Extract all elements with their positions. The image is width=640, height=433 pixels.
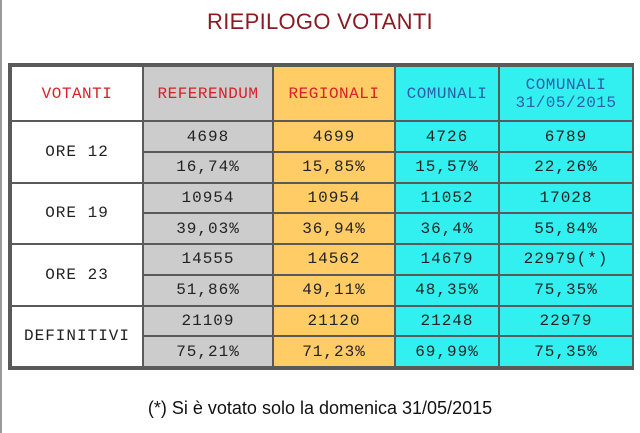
cell-referendum-percent: 16,74% — [142, 150, 274, 184]
cell-referendum-count: 4698 — [142, 120, 274, 153]
header-comunali-2015-line2: 31/05/2015 — [515, 93, 617, 112]
header-votanti: VOTANTI — [10, 64, 144, 123]
table-row: DEFINITIVI 21109 21120 21248 22979 — [10, 304, 634, 368]
cell-comunali-2015-count: 22979(*) — [498, 243, 634, 276]
table-row: ORE 12 4698 4699 4726 6789 — [10, 120, 634, 184]
cell-comunali-count: 14679 — [394, 243, 500, 276]
cell-comunali-2015-percent: 75,35% — [498, 335, 634, 368]
cell-referendum-percent: 39,03% — [142, 212, 274, 246]
cell-referendum-percent: 51,86% — [142, 273, 274, 307]
cell-comunali-2015-count: 22979 — [498, 304, 634, 338]
cell-regionali-count: 21120 — [272, 304, 396, 338]
cell-regionali-count: 4699 — [272, 120, 396, 153]
cell-comunali-percent: 15,57% — [394, 150, 500, 184]
row-label-ore-19: ORE 19 — [10, 181, 144, 246]
table-row: 39,03% 36,94% 36,4% 55,84% — [11, 212, 634, 246]
cell-comunali-2015-count: 6789 — [498, 120, 634, 153]
cell-comunali-2015-count: 17028 — [498, 181, 634, 215]
cell-comunali-percent: 36,4% — [394, 212, 500, 246]
cell-comunali-percent: 48,35% — [394, 273, 500, 307]
header-referendum: REFERENDUM — [142, 64, 274, 123]
cell-referendum-count: 10954 — [142, 181, 274, 215]
cell-comunali-count: 21248 — [394, 304, 500, 338]
row-label-definitivi: DEFINITIVI — [10, 304, 144, 368]
header-regionali: REGIONALI — [272, 64, 396, 123]
header-comunali: COMUNALI — [394, 64, 500, 123]
cell-regionali-percent: 71,23% — [272, 335, 396, 368]
table-row: ORE 19 10954 10954 11052 17028 — [10, 181, 634, 246]
cell-comunali-2015-percent: 22,26% — [498, 150, 634, 184]
cell-referendum-count: 14555 — [142, 243, 274, 276]
cell-regionali-percent: 36,94% — [272, 212, 396, 246]
cell-regionali-percent: 49,11% — [272, 273, 396, 307]
cell-regionali-percent: 15,85% — [272, 150, 396, 184]
footnote: (*) Si è votato solo la domenica 31/05/2… — [147, 398, 493, 418]
cell-comunali-count: 4726 — [394, 120, 500, 153]
cell-comunali-2015-percent: 75,35% — [498, 273, 634, 307]
votanti-summary-table: VOTANTI REFERENDUM REGIONALI COMUNALI CO… — [8, 63, 634, 370]
votes-table: VOTANTI REFERENDUM REGIONALI COMUNALI CO… — [10, 64, 634, 368]
row-label-ore-23: ORE 23 — [10, 243, 144, 307]
header-comunali-2015: COMUNALI 31/05/2015 — [498, 64, 634, 123]
cell-referendum-percent: 75,21% — [142, 335, 274, 368]
table-header-row: VOTANTI REFERENDUM REGIONALI COMUNALI CO… — [10, 64, 634, 123]
table-row: 75,21% 71,23% 69,99% 75,35% — [11, 335, 634, 368]
cell-regionali-count: 14562 — [272, 243, 396, 276]
table-row: ORE 23 14555 14562 14679 22979(*) — [10, 243, 634, 307]
table-row: 16,74% 15,85% 15,57% 22,26% — [11, 150, 634, 184]
cell-comunali-count: 11052 — [394, 181, 500, 215]
cell-comunali-2015-percent: 55,84% — [498, 212, 634, 246]
page-edge — [0, 0, 2, 433]
header-comunali-2015-line1: COMUNALI — [525, 75, 607, 94]
cell-referendum-count: 21109 — [142, 304, 274, 338]
page-title: RIEPILOGO VOTANTI — [207, 9, 433, 34]
cell-regionali-count: 10954 — [272, 181, 396, 215]
row-label-ore-12: ORE 12 — [10, 120, 144, 184]
table-row: 51,86% 49,11% 48,35% 75,35% — [11, 273, 634, 307]
cell-comunali-percent: 69,99% — [394, 335, 500, 368]
